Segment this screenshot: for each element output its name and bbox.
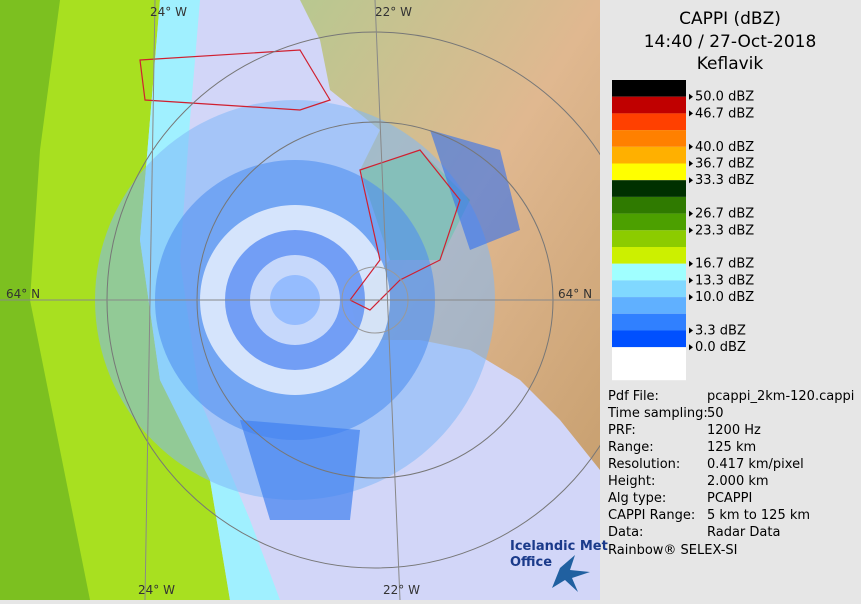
info-key: Alg type: — [608, 491, 666, 506]
grid-label: 22° W — [375, 5, 412, 19]
legend-arrow — [689, 327, 693, 334]
info-key: Range: — [608, 440, 654, 455]
legend-arrow — [689, 143, 693, 150]
legend-swatch — [612, 313, 686, 331]
legend-label: 33.3 dBZ — [695, 173, 754, 188]
legend-label: 36.7 dBZ — [695, 157, 754, 172]
info-key: Data: — [608, 525, 643, 540]
legend-swatch — [612, 113, 686, 131]
logo-text: Icelandic Met — [510, 539, 608, 554]
info-key: CAPPI Range: — [608, 508, 695, 523]
legend-arrow — [689, 227, 693, 234]
legend-swatch — [612, 96, 686, 114]
legend-arrow — [689, 344, 693, 351]
info-value: 0.417 km/pixel — [707, 457, 804, 472]
legend-swatch — [612, 263, 686, 281]
logo: Icelandic Met Office — [510, 539, 608, 592]
legend-arrow — [689, 260, 693, 267]
legend-label: 40.0 dBZ — [695, 140, 754, 155]
legend-label: 10.0 dBZ — [695, 290, 754, 305]
info-value: 1200 Hz — [707, 423, 761, 438]
legend-swatch — [612, 130, 686, 147]
legend-swatch — [612, 247, 686, 264]
info-table: Pdf File: pcappi_2km-120.cappi Time sampli… — [607, 389, 854, 540]
legend-label: 23.3 dBZ — [695, 223, 754, 238]
legend-swatch — [612, 230, 686, 247]
grid-label: 64° N — [6, 287, 40, 301]
info-value: 50 — [707, 406, 724, 421]
legend-swatch — [612, 347, 686, 381]
grid-label: 22° W — [383, 583, 420, 597]
legend-swatch — [612, 297, 686, 314]
grid-label: 64° N — [558, 287, 592, 301]
legend-swatch — [612, 196, 686, 214]
legend-swatch — [612, 330, 686, 348]
info-key: PRF: — [608, 423, 636, 438]
time: 14:40 / 27-Oct-2018 — [644, 32, 817, 52]
info-value: Radar Data — [707, 525, 780, 540]
legend-swatch — [612, 163, 686, 181]
legend-arrow — [689, 177, 693, 184]
info-value: PCAPPI — [707, 491, 752, 506]
title: CAPPI (dBZ) — [679, 9, 781, 29]
legend-swatch — [612, 146, 686, 164]
legend-arrow — [689, 93, 693, 100]
info-key: Pdf File: — [608, 389, 659, 404]
info-value: 5 km to 125 km — [707, 508, 810, 523]
legend-swatch — [612, 213, 686, 231]
legend-arrow — [689, 277, 693, 284]
info-key: Height: — [608, 474, 655, 489]
info-value: pcappi_2km-120.cappi — [707, 389, 854, 404]
legend-label: 46.7 dBZ — [695, 106, 754, 121]
legend-arrow — [689, 160, 693, 167]
info-key: Resolution: — [608, 457, 680, 472]
legend-arrow — [689, 210, 693, 217]
legend-swatch — [612, 280, 686, 298]
grid-label: 24° W — [138, 583, 175, 597]
grid-label: 24° W — [150, 5, 187, 19]
legend-label: 0.0 dBZ — [695, 340, 746, 355]
legend-arrow — [689, 294, 693, 301]
site: Keflavik — [697, 54, 764, 74]
legend-label: 26.7 dBZ — [695, 207, 754, 222]
legend-label: 50.0 dBZ — [695, 90, 754, 105]
legend-swatch — [612, 180, 686, 197]
legend-label: 16.7 dBZ — [695, 257, 754, 272]
info-value: 2.000 km — [707, 474, 769, 489]
info-value: 125 km — [707, 440, 756, 455]
legend-label: 3.3 dBZ — [695, 324, 746, 339]
info-key: Time sampling: — [607, 406, 708, 421]
legend-label: 13.3 dBZ — [695, 273, 754, 288]
legend-arrow — [689, 110, 693, 117]
legend-swatch — [612, 80, 686, 97]
logo-text: Office — [510, 555, 552, 570]
footer: Rainbow® SELEX-SI — [608, 543, 738, 558]
